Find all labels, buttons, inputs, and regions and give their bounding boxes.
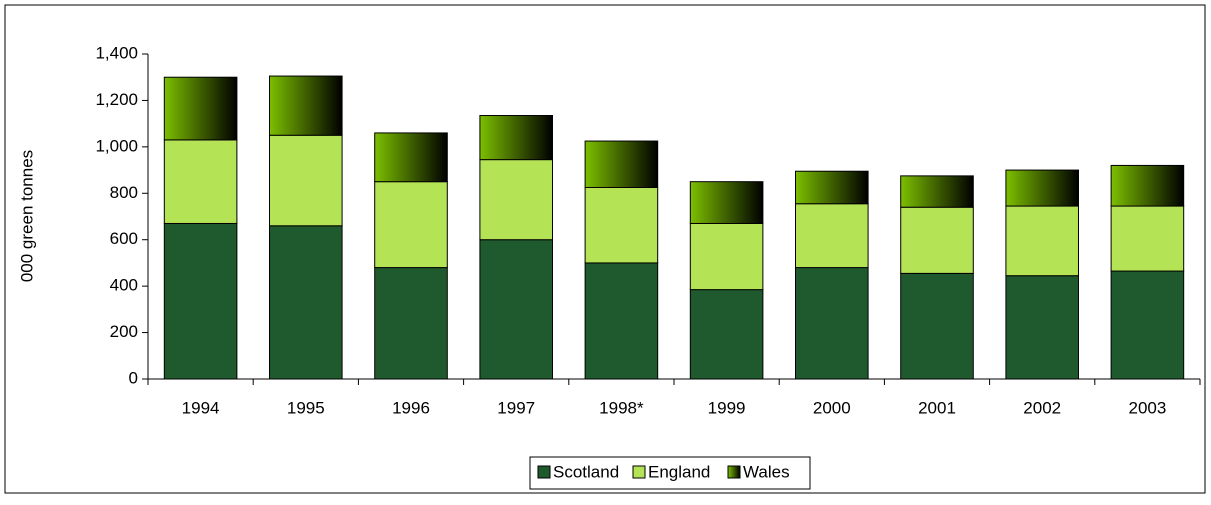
x-tick-label: 2000 [813,398,851,417]
legend-label: England [648,462,710,481]
legend-swatch [537,465,551,479]
bar-segment [374,181,448,269]
bar-segment [584,186,659,264]
legend-swatch [727,465,741,479]
bar-segment [584,262,659,380]
bar-segment [795,267,869,380]
bar-segment [1110,205,1185,272]
y-tick-label: 1,000 [95,136,138,155]
x-tick-label: 1997 [497,398,535,417]
x-tick-label: 1998* [599,398,644,417]
bar-segment [900,272,974,380]
bar-segment [479,159,553,241]
bar-segment [374,132,448,183]
bar-segment [689,222,764,291]
bar-segment [479,239,553,380]
bar-segment [1110,164,1185,207]
bar-segment [1005,275,1079,380]
bar-segment [479,115,553,161]
x-tick-label: 2001 [918,398,956,417]
bar-segment [795,203,869,269]
bar-segment [1110,270,1185,380]
bar-segment [269,134,343,227]
y-tick-label: 800 [110,183,138,202]
x-tick-label: 1994 [182,398,220,417]
y-tick-label: 1,400 [95,43,138,62]
y-tick-label: 400 [110,276,138,295]
legend-swatch [632,465,646,479]
bar-segment [269,75,343,136]
x-tick-label: 2003 [1128,398,1166,417]
y-tick-label: 200 [110,322,138,341]
bar-segment [795,170,869,205]
legend-label: Wales [743,462,790,481]
bar-segment [374,267,448,380]
y-tick-label: 1,200 [95,90,138,109]
legend-label: Scotland [553,462,619,481]
bar-segment [163,76,238,141]
y-tick-label: 0 [129,368,138,387]
x-tick-label: 1999 [708,398,746,417]
y-tick-label: 600 [110,229,138,248]
bar-segment [1005,205,1079,277]
bar-segment [689,181,764,224]
bar-segment [689,289,764,380]
bar-segment [900,175,974,208]
bar-segment [584,140,659,188]
x-tick-label: 1995 [287,398,325,417]
y-axis-title: 000 green tonnes [17,150,36,282]
x-tick-label: 2002 [1023,398,1061,417]
bar-segment [1005,169,1079,207]
legend-box [529,456,811,490]
x-tick-label: 1996 [392,398,430,417]
bar-segment [269,225,343,380]
bar-segment [163,139,238,224]
bar-segment [163,222,238,380]
bar-segment [900,206,974,274]
